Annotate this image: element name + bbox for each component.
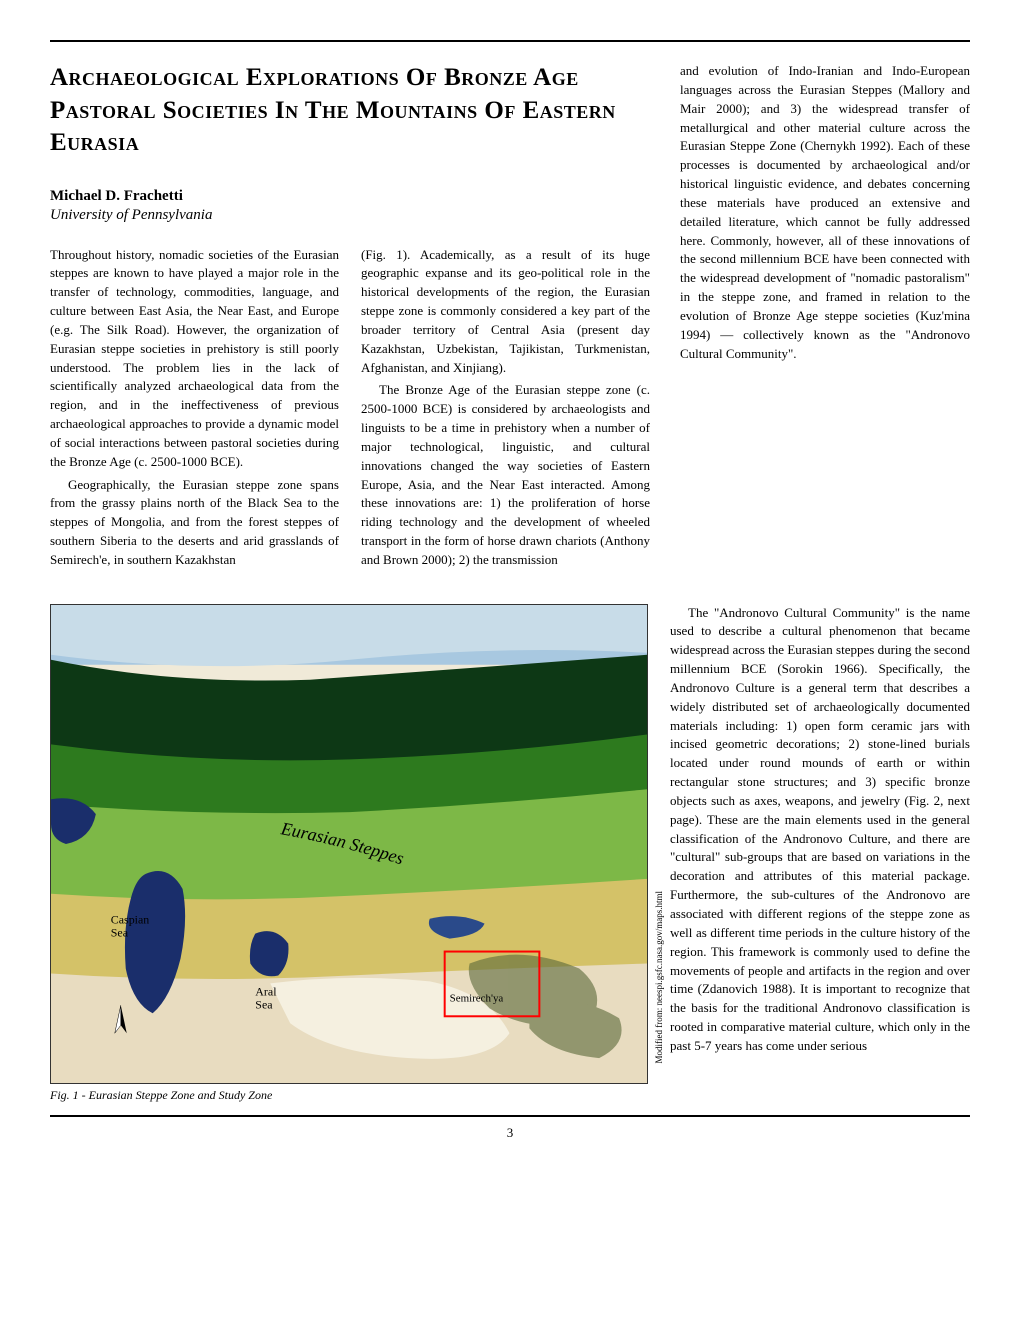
left-two-columns: Throughout history, nomadic societies of… <box>50 246 650 596</box>
figure-credit: Modified from: neespi.gsfc.nasa.gov/maps… <box>654 891 664 1063</box>
bottom-rule <box>50 1115 970 1117</box>
paragraph: The "Andronovo Cultural Community" is th… <box>670 604 970 1056</box>
affiliation: University of Pennsylvania <box>50 207 650 224</box>
map-label-semirechya: Semirech'ya <box>450 992 504 1004</box>
paragraph: (Fig. 1). Academically, as a result of i… <box>361 246 650 378</box>
article-title: Archaeological Explorations Of Bronze Ag… <box>50 62 650 160</box>
figure-caption: Fig. 1 - Eurasian Steppe Zone and Study … <box>50 1088 648 1103</box>
author-name: Michael D. Frachetti <box>50 188 650 205</box>
figure-wrap: Eurasian Steppes Caspian Sea Aral Sea Se… <box>50 604 648 1084</box>
paragraph: The Bronze Age of the Eurasian steppe zo… <box>361 381 650 569</box>
right-column-bottom: The "Andronovo Cultural Community" is th… <box>670 604 970 1103</box>
author-block: Michael D. Frachetti University of Penns… <box>50 188 650 224</box>
paragraph: Throughout history, nomadic societies of… <box>50 246 339 472</box>
right-column-top: and evolution of Indo-Iranian and Indo-E… <box>680 62 970 596</box>
page-number: 3 <box>50 1125 970 1141</box>
map-figure: Eurasian Steppes Caspian Sea Aral Sea Se… <box>50 604 648 1084</box>
top-rule <box>50 40 970 42</box>
paragraph: and evolution of Indo-Iranian and Indo-E… <box>680 62 970 364</box>
paragraph: Geographically, the Eurasian steppe zone… <box>50 476 339 570</box>
